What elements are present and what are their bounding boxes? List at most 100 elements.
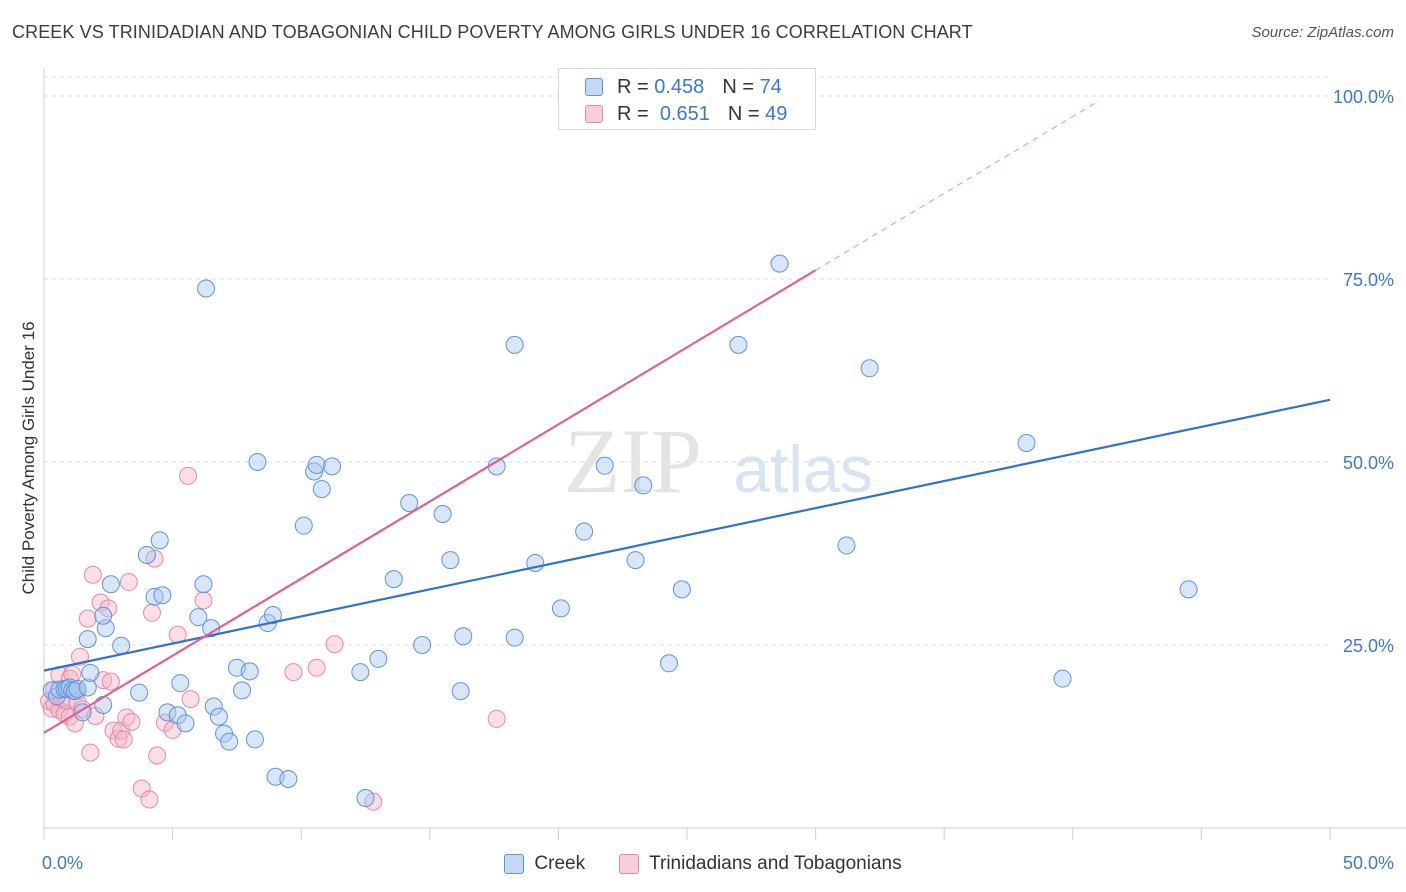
creek-point: [42, 681, 61, 700]
y-tick-label: 100.0%: [1333, 87, 1394, 107]
creek-point: [659, 654, 678, 673]
legend-trin-label: Trinidadians and Tobagonians: [649, 853, 902, 874]
legend-series: Creek Trinidadians and Tobagonians: [0, 850, 1406, 878]
creek-point: [137, 545, 156, 564]
creek-point: [294, 516, 313, 535]
creek-r-label: R =: [617, 75, 649, 98]
creek-point: [441, 551, 460, 570]
creek-point: [1017, 433, 1036, 452]
creek-point: [860, 359, 879, 378]
legend-trin-swatch: [619, 854, 640, 874]
creek-point: [233, 681, 252, 700]
trin-swatch: [585, 105, 603, 123]
trin-point: [101, 672, 120, 691]
creek-point: [505, 335, 524, 354]
creek-point: [351, 663, 370, 682]
legend-row-trin: R = 0.651 N = 49: [585, 102, 787, 126]
creek-point: [94, 696, 113, 715]
trin-point: [179, 466, 198, 485]
creek-point: [158, 703, 177, 722]
creek-point: [279, 769, 298, 788]
trin-r-label: R =: [617, 102, 649, 125]
creek-point: [433, 504, 452, 523]
creek-point: [204, 697, 223, 716]
creek-point: [189, 608, 208, 627]
creek-point: [101, 575, 120, 594]
y-tick-label: 25.0%: [1343, 636, 1394, 656]
x-tick-label-min: 0.0%: [42, 853, 83, 873]
creek-point: [220, 732, 239, 751]
creek-point: [312, 480, 331, 499]
creek-point: [729, 335, 748, 354]
creek-point: [307, 455, 326, 474]
creek-point: [770, 254, 789, 273]
creek-point: [672, 580, 691, 599]
trin-n-value: 49: [765, 102, 788, 125]
creek-point: [413, 636, 432, 654]
creek-point: [209, 707, 228, 726]
creek-point: [369, 649, 388, 668]
creek-n-label: N =: [722, 75, 754, 98]
creek-point: [575, 522, 594, 541]
creek-point: [451, 682, 470, 701]
creek-point: [94, 606, 113, 625]
creek-swatch: [585, 78, 603, 96]
creek-point: [176, 714, 195, 733]
trin-point: [284, 663, 303, 682]
creek-point: [1053, 669, 1072, 688]
trin-point: [487, 709, 506, 728]
y-axis-label: Child Poverty Among Girls Under 16: [19, 321, 38, 595]
trin-point: [81, 743, 100, 762]
trin-point: [148, 746, 167, 765]
trin-point: [140, 790, 159, 809]
trin-point: [50, 701, 69, 720]
creek-point: [626, 551, 645, 570]
creek-point: [837, 536, 856, 555]
trin-point: [78, 609, 97, 628]
y-tick-label: 75.0%: [1343, 270, 1394, 290]
chart-title: CREEK VS TRINIDADIAN AND TOBAGONIAN CHIL…: [12, 22, 973, 42]
creek-point: [356, 788, 375, 807]
trin-point: [122, 712, 141, 731]
creek-point: [78, 630, 97, 649]
x-tick-label-max: 50.0%: [1343, 853, 1394, 873]
legend-stats: R = 0.458 N = 74 R = 0.651 N = 49: [558, 68, 816, 130]
watermark-atlas: atlas: [733, 432, 872, 506]
legend-item-trin: Trinidadians and Tobagonians: [619, 853, 902, 875]
creek-point: [384, 570, 403, 589]
trin-point: [143, 603, 162, 622]
legend-creek-swatch: [504, 854, 525, 874]
creek-point: [112, 636, 131, 655]
creek-trend-line: [43, 398, 1331, 672]
legend-creek-label: Creek: [534, 853, 586, 874]
creek-point: [248, 453, 267, 471]
trin-point: [83, 565, 102, 584]
creek-points: [42, 254, 1198, 807]
trin-point: [325, 635, 344, 654]
creek-point: [240, 662, 259, 681]
watermark: ZIP atlas: [564, 410, 873, 512]
creek-point: [81, 663, 100, 682]
trin-point: [114, 730, 133, 749]
creek-point: [153, 586, 172, 605]
creek-point: [150, 531, 169, 550]
creek-point: [245, 730, 264, 749]
creek-point: [130, 683, 149, 702]
creek-r-value: 0.458: [654, 75, 705, 98]
creek-point: [194, 575, 213, 594]
trend-lines: [43, 100, 1331, 734]
creek-point: [171, 674, 190, 693]
y-tick-label: 50.0%: [1343, 453, 1394, 473]
tick-labels: 25.0% 50.0% 75.0% 100.0% 0.0% 50.0%: [42, 87, 1394, 873]
gridlines: [44, 76, 1330, 646]
trin-point: [307, 658, 326, 677]
trin-point: [119, 573, 138, 592]
creek-point: [595, 456, 614, 475]
trin-point: [194, 591, 213, 610]
creek-point: [551, 599, 570, 618]
creek-point: [145, 587, 164, 606]
creek-point: [323, 457, 342, 476]
creek-point: [505, 628, 524, 647]
creek-n-value: 74: [759, 75, 782, 98]
